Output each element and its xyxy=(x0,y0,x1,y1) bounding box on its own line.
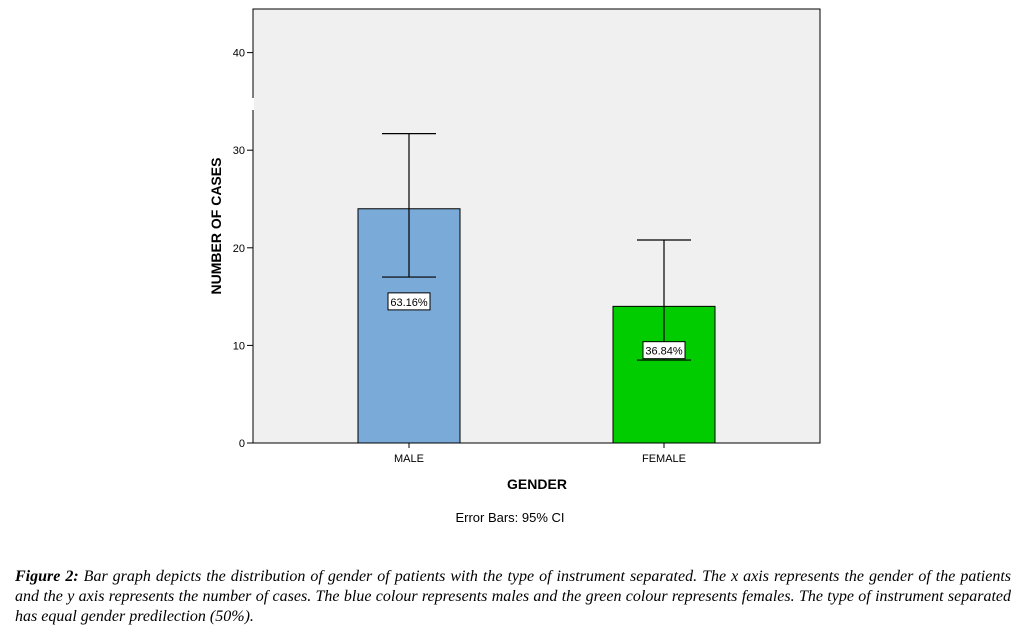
figure-caption: Figure 2: Bar graph depicts the distribu… xyxy=(15,567,1011,627)
data-label-box xyxy=(387,292,431,311)
y-tick-label: 0 xyxy=(239,438,245,450)
y-tick-label: 10 xyxy=(233,340,245,352)
error-bars-note: Error Bars: 95% CI xyxy=(455,510,564,525)
data-label-female: 36.84% xyxy=(645,346,683,358)
y-tick-label: 20 xyxy=(233,243,245,255)
y-axis-title: NUMBER OF CASES xyxy=(208,158,224,295)
y-axis: 0 10 20 30 40 xyxy=(233,48,254,450)
y-tick-label: 40 xyxy=(233,48,245,60)
x-axis-title: GENDER xyxy=(507,476,567,492)
caption-label: Figure 2: xyxy=(15,568,79,585)
plot-area xyxy=(252,8,821,444)
x-tick-label-female: FEMALE xyxy=(642,453,686,465)
data-label-male: 63.16% xyxy=(390,297,428,309)
y-tick-label: 30 xyxy=(233,145,245,157)
caption-text: Bar graph depicts the distribution of ge… xyxy=(15,568,1012,625)
data-label-box xyxy=(642,341,686,360)
x-tick-label-male: MALE xyxy=(394,453,424,465)
bars: 63.16% 36.84% xyxy=(357,133,716,444)
bar-chart: 0 10 20 30 40 63.16% 36.84% MALE FEMALE NUMBER… xyxy=(208,8,821,525)
x-axis: MALE FEMALE xyxy=(394,443,686,465)
